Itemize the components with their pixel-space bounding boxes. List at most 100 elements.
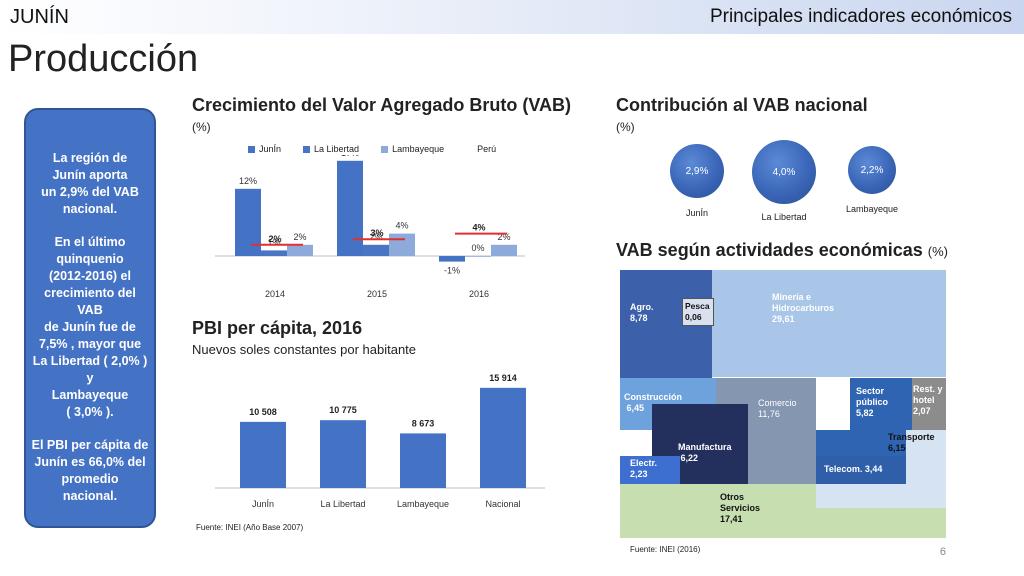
legend-item: JunÍn: [248, 144, 281, 154]
pbi-source: Fuente: INEI (Año Base 2007): [196, 523, 304, 532]
bar-Lambayeque: [389, 233, 415, 256]
summary-paragraph-share: La región de Junín aporta un 2,9% del VA…: [30, 150, 150, 218]
pbi-data-label: 8 673: [412, 418, 435, 428]
treemap-cell-transporte-low: [816, 484, 946, 508]
legend-item: Perú: [466, 144, 496, 154]
bar-JunÍn: [337, 160, 363, 256]
treemap-title: VAB según actividades económicas (%): [616, 240, 948, 261]
summary-line: nacional.: [62, 202, 118, 216]
summary-line: 7,5% , mayor que: [38, 337, 142, 351]
x-tick-label: Lambayeque: [397, 499, 449, 509]
legend-swatch: [248, 145, 255, 153]
bar-data-label: 2%: [293, 232, 306, 242]
treemap-cell-electr: [620, 456, 680, 484]
treemap-cell-sector-publico-ext: [816, 430, 906, 456]
vab-growth-chart: 12%1%2%2%201417%2%4%3%2015-1%0%2%4%2016: [215, 155, 525, 299]
summary-line: La Libertad ( 2,0% ) y: [32, 354, 148, 385]
legend-label: Lambayeque: [392, 144, 445, 154]
pbi-chart: 10 508 JunÍn 10 775 La Libertad 8 673 Lambaye…: [215, 373, 545, 509]
summary-line: un 2,9% del VAB: [41, 185, 139, 199]
bar-data-label: 1%: [267, 237, 280, 247]
peru-data-label: 4%: [472, 223, 485, 233]
summary-line: promedio: [61, 472, 119, 486]
x-tick-label: JunÍn: [252, 499, 274, 509]
bar-La Libertad: [363, 244, 389, 256]
summary-line: La región de: [52, 151, 128, 165]
bar-data-label: 12%: [239, 176, 257, 186]
treemap-cell-otros-ext: [816, 508, 946, 538]
treemap-label-construccion: Construcción 6,45: [624, 392, 683, 413]
contrib-title: Contribución al VAB nacional: [616, 95, 868, 115]
page-title: Producción: [8, 38, 199, 80]
treemap-label-pesca: Pesca 0,06: [685, 301, 710, 322]
activities-treemap: Agro. 8,78 Pesca 0,06 Minería e Hidrocarbur…: [620, 270, 946, 538]
summary-line: Junín aporta: [52, 168, 128, 182]
header-title: Principales indicadores económicos: [709, 6, 1012, 27]
treemap-unit: (%): [927, 244, 949, 259]
peru-data-label: 3%: [370, 228, 383, 238]
treemap-cell-rest-hotel: [912, 378, 946, 430]
bar-La Libertad: [261, 250, 287, 256]
pbi-data-label: 10 508: [249, 407, 277, 417]
treemap-label-telecom: Telecom. 3,44: [824, 464, 883, 474]
summary-line: Lambayeque: [51, 388, 129, 402]
summary-line: crecimiento del VAB: [44, 286, 136, 317]
summary-line: El PBI per cápita de: [31, 438, 149, 452]
treemap-source: Fuente: INEI (2016): [630, 545, 701, 554]
x-tick-label: 2016: [469, 289, 489, 299]
treemap-cell-mineria: [712, 270, 946, 377]
summary-line: Junín es 66,0% del: [34, 455, 146, 469]
pbi-bar: [320, 420, 366, 488]
bar-data-label: 0%: [471, 243, 484, 253]
x-tick-label: La Libertad: [320, 499, 365, 509]
pbi-data-label: 10 775: [329, 405, 357, 415]
pbi-title: PBI per cápita, 2016: [192, 318, 363, 338]
contrib-bubble-lambayeque: 2,2%: [848, 146, 896, 194]
x-tick-label: 2014: [265, 289, 285, 299]
bar-La Libertad: [465, 256, 491, 257]
vab-growth-unit: (%): [192, 120, 211, 134]
contrib-unit: (%): [616, 120, 635, 134]
bar-data-label: 17%: [341, 155, 359, 158]
vab-growth-title: Crecimiento del Valor Agregado Bruto (VA…: [192, 95, 572, 115]
treemap-cell-telecom: [816, 456, 906, 484]
peru-data-label: 2%: [268, 234, 281, 244]
summary-line: ( 3,0% ).: [66, 405, 114, 419]
contrib-label-junin: JunÍn: [685, 208, 709, 218]
x-tick-label: 2015: [367, 289, 387, 299]
summary-line: de Junín fue de: [44, 320, 136, 334]
bar-JunÍn: [439, 256, 465, 262]
legend-label: La Libertad: [314, 144, 360, 154]
legend-item: La Libertad: [303, 144, 359, 154]
legend-label: JunÍn: [259, 144, 282, 154]
legend-swatch: [466, 146, 473, 153]
treemap-cell-otros: [620, 484, 816, 538]
treemap-label-electr: Electr. 2,23: [630, 458, 658, 479]
bar-Lambayeque: [287, 244, 313, 256]
pbi-subtitle: Nuevos soles constantes por habitante: [192, 342, 417, 357]
treemap-label-mineria: Minería e Hidrocarburos 29,61: [772, 292, 835, 324]
region-name: JUNÍN: [10, 6, 69, 28]
treemap-label-agro: Agro. 8,78: [630, 302, 654, 323]
contrib-bubble-la-libertad: 4,0%: [752, 140, 816, 204]
x-tick-label: Nacional: [485, 499, 520, 509]
treemap-label-manufactura: Manufactura 6,22: [678, 442, 732, 463]
vab-growth-legend: JunÍn La Libertad Lambayeque Perú: [248, 144, 496, 154]
treemap-label-otros: Otros Servicios 17,41: [720, 492, 761, 524]
treemap-cell-sector-publico: [850, 378, 912, 430]
treemap-label-transporte: Transporte 6,15: [888, 432, 935, 453]
summary-paragraph-pbi: El PBI per cápita de Junín es 66,0% del …: [30, 437, 150, 505]
contrib-label-lambayeque: Lambayeque: [845, 204, 899, 214]
treemap-label-rest-hotel: Rest. y hotel 2,07: [913, 384, 943, 416]
summary-paragraph-growth: En el último quinquenio (2012-2016) el c…: [30, 234, 150, 421]
pbi-bar: [400, 433, 446, 488]
bar-data-label: -1%: [444, 266, 460, 276]
contrib-bubble-junin: 2,9%: [670, 144, 724, 198]
header-bar: [0, 0, 1024, 34]
summary-line: (2012-2016) el: [48, 269, 131, 283]
treemap-title-text: VAB según actividades económicas: [616, 240, 923, 260]
bar-Lambayeque: [491, 244, 517, 256]
legend-label: Perú: [477, 144, 497, 154]
legend-swatch: [381, 145, 389, 153]
treemap-label-sector-publico: Sector público 5,82: [856, 386, 888, 418]
